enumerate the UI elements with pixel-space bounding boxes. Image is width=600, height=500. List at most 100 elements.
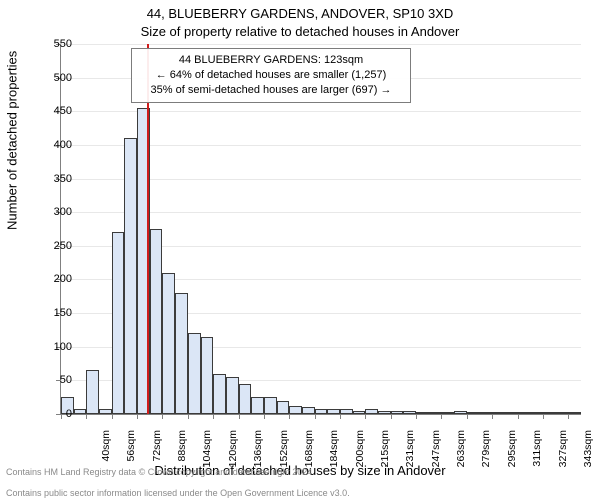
histogram-bar [175,293,188,414]
histogram-bar [378,411,391,414]
histogram-bar [365,409,378,414]
x-tick-label: 327sqm [557,430,569,480]
y-tick-label: 100 [32,341,72,353]
x-tick [86,414,87,419]
histogram-bar [289,406,302,414]
histogram-bar [441,412,454,414]
gridline-h [61,44,581,45]
histogram-bar [264,397,277,414]
x-tick [340,414,341,419]
x-tick [162,414,163,419]
page-subtitle: Size of property relative to detached ho… [0,24,600,39]
histogram-bar [327,409,340,414]
info-box-line2: ← 64% of detached houses are smaller (1,… [140,68,402,83]
x-tick [188,414,189,419]
histogram-bar [213,374,226,414]
histogram-bar [492,412,505,414]
x-tick-label: 295sqm [506,430,518,480]
info-box-line3: 35% of semi-detached houses are larger (… [140,83,402,98]
y-tick-label: 450 [32,105,72,117]
x-tick-label: 200sqm [354,430,366,480]
x-tick [416,414,417,419]
x-tick-label: 247sqm [430,430,442,480]
histogram-bar [226,377,239,414]
x-tick [213,414,214,419]
histogram-bar [239,384,252,414]
page-title: 44, BLUEBERRY GARDENS, ANDOVER, SP10 3XD [0,6,600,21]
x-tick [543,414,544,419]
x-tick [137,414,138,419]
histogram-bar [162,273,175,414]
x-tick-label: 120sqm [227,430,239,480]
plot-area: 44 BLUEBERRY GARDENS: 123sqm ← 64% of de… [60,44,581,415]
histogram-bar [150,229,163,414]
y-tick-label: 50 [32,374,72,386]
chart-container: 44, BLUEBERRY GARDENS, ANDOVER, SP10 3XD… [0,0,600,500]
x-tick-label: 311sqm [531,430,543,480]
x-tick-label: 168sqm [303,430,315,480]
histogram-bar [416,412,429,414]
histogram-bar [112,232,125,414]
histogram-bar [429,412,442,414]
histogram-bar [188,333,201,414]
x-tick-label: 88sqm [176,430,188,480]
histogram-bar [391,411,404,414]
histogram-bar [86,370,99,414]
histogram-bar [568,412,581,414]
x-tick-label: 152sqm [278,430,290,480]
x-tick [441,414,442,419]
y-tick-label: 400 [32,139,72,151]
x-tick [467,414,468,419]
x-tick-label: 215sqm [379,430,391,480]
x-tick [315,414,316,419]
histogram-bar [518,412,531,414]
histogram-bar [124,138,137,414]
histogram-bar [74,409,87,414]
x-tick-label: 343sqm [582,430,594,480]
x-tick-label: 56sqm [125,430,137,480]
y-tick-label: 0 [32,408,72,420]
histogram-bar [277,401,290,414]
histogram-bar [530,412,543,414]
histogram-bar [454,411,467,414]
histogram-bar [480,412,493,414]
histogram-bar [403,411,416,414]
y-tick-label: 550 [32,38,72,50]
x-tick [112,414,113,419]
histogram-bar [556,412,569,414]
x-tick-label: 231sqm [404,430,416,480]
x-tick-label: 72sqm [151,430,163,480]
x-tick [518,414,519,419]
x-tick [391,414,392,419]
x-tick-label: 40sqm [100,430,112,480]
histogram-bar [543,412,556,414]
y-tick-label: 500 [32,72,72,84]
y-tick-label: 350 [32,173,72,185]
histogram-bar [201,337,214,414]
footer-line2: Contains public sector information licen… [6,488,350,498]
y-tick-label: 250 [32,240,72,252]
x-tick [289,414,290,419]
x-tick [264,414,265,419]
histogram-bar [315,409,328,414]
histogram-bar [340,409,353,414]
x-tick-label: 279sqm [480,430,492,480]
x-tick-label: 136sqm [252,430,264,480]
y-tick-label: 300 [32,206,72,218]
x-tick-label: 263sqm [455,430,467,480]
histogram-bar [467,412,480,414]
x-tick-label: 104sqm [201,430,213,480]
info-box-line1: 44 BLUEBERRY GARDENS: 123sqm [140,53,402,68]
histogram-bar [302,407,315,414]
x-tick [239,414,240,419]
info-box: 44 BLUEBERRY GARDENS: 123sqm ← 64% of de… [131,48,411,103]
y-tick-label: 150 [32,307,72,319]
x-tick [568,414,569,419]
histogram-bar [251,397,264,414]
y-axis-title: Number of detached properties [5,51,20,230]
x-tick [492,414,493,419]
histogram-bar [353,411,366,414]
histogram-bar [505,412,518,414]
x-tick [365,414,366,419]
y-tick-label: 200 [32,273,72,285]
